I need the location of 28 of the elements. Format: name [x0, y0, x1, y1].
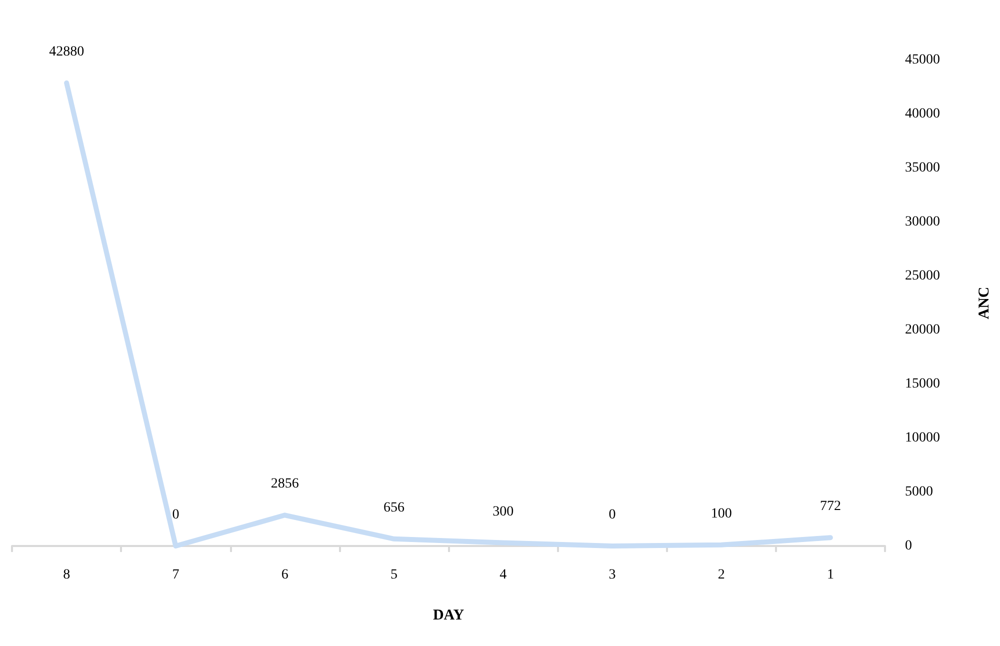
y-tick-label: 45000: [905, 52, 940, 68]
data-label: 0: [172, 508, 180, 522]
y-tick-label: 30000: [905, 214, 940, 230]
y-axis-title: ANC: [976, 286, 992, 320]
data-label: 772: [820, 499, 841, 514]
x-tick-label: 5: [390, 568, 398, 582]
y-tick-label: 15000: [905, 376, 940, 392]
data-label: 300: [492, 504, 514, 520]
x-tick-label: 4: [500, 568, 507, 582]
y-tick-label: 40000: [905, 106, 940, 122]
data-label: 42880: [49, 44, 84, 60]
y-tick-label: 5000: [905, 484, 933, 500]
x-tick-label: 6: [281, 568, 288, 582]
x-tick-label: 7: [172, 568, 180, 582]
x-axis-title: DAY: [432, 608, 464, 624]
data-label: 656: [383, 500, 404, 516]
x-tick-label: 2: [718, 568, 725, 582]
y-tick-label: 0: [905, 538, 912, 554]
y-tick-label: 10000: [905, 430, 940, 446]
y-tick-label: 20000: [905, 322, 940, 338]
data-label: 100: [710, 506, 732, 522]
data-label: 2856: [270, 476, 299, 492]
data-label: 0: [608, 508, 616, 522]
x-tick-label: 8: [63, 568, 70, 582]
x-tick-label: 3: [608, 568, 616, 582]
x-tick-label: 1: [826, 568, 834, 582]
y-tick-label: 25000: [905, 268, 940, 284]
y-tick-label: 35000: [905, 160, 940, 176]
